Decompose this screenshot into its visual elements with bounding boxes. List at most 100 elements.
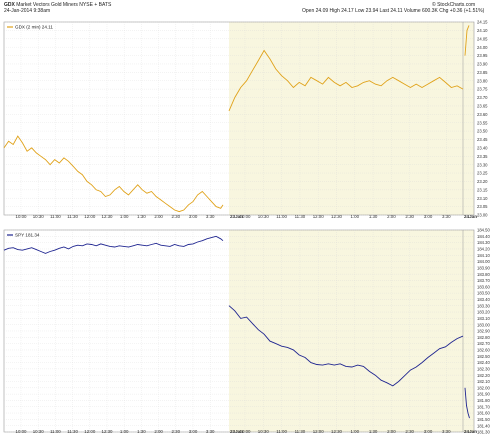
y-tick-label: 24.10: [477, 28, 488, 33]
x-tick-label: 12:00: [313, 429, 325, 434]
y-tick-label: 23.20: [477, 179, 488, 184]
y-tick-label: 23.65: [477, 104, 488, 109]
y-tick-label: 23.95: [477, 53, 488, 58]
y-tick-label: 23.80: [477, 78, 488, 83]
brand-credit: © StockCharts.com: [432, 2, 476, 8]
legend-label: GDX (2 min) 24.11: [15, 25, 53, 30]
x-tick-label: 1:00: [351, 429, 360, 434]
y-tick-label: 182.50: [477, 354, 490, 359]
x-tick-label: 1:00: [120, 429, 129, 434]
x-tick-label: 1:30: [137, 429, 146, 434]
date-label: 24Jan: [464, 429, 477, 434]
price-line-next-day: [464, 387, 470, 419]
y-tick-label: 184.50: [477, 228, 490, 233]
x-tick-label: 10:30: [33, 429, 45, 434]
x-tick-label: 12:30: [331, 429, 343, 434]
y-tick-label: 182.40: [477, 360, 490, 365]
y-tick-label: 182.90: [477, 329, 490, 334]
x-tick-label: 2:00: [154, 429, 163, 434]
x-tick-label: 11:00: [50, 429, 61, 434]
x-tick-label: 11:00: [276, 429, 287, 434]
ohlc-summary: Open 24.09 High 24.17 Low 23.94 Last 24.…: [302, 8, 485, 14]
y-tick-label: 183.10: [477, 316, 490, 321]
y-tick-label: 184.40: [477, 234, 490, 239]
day2-shade: [229, 230, 474, 432]
x-tick-label: 10:00: [240, 429, 252, 434]
x-tick-label: 1:30: [137, 214, 146, 219]
y-tick-label: 23.25: [477, 171, 488, 176]
x-tick-label: 3:30: [206, 214, 215, 219]
x-tick-label: 1:30: [369, 429, 378, 434]
price-line: [228, 305, 464, 387]
y-tick-label: 183.80: [477, 272, 490, 277]
x-tick-label: 12:30: [331, 214, 343, 219]
y-tick-label: 23.10: [477, 196, 488, 201]
y-tick-label: 184.10: [477, 253, 490, 258]
x-tick-label: 3:00: [424, 214, 433, 219]
y-tick-label: 182.30: [477, 366, 490, 371]
y-tick-label: 183.70: [477, 278, 490, 283]
y-tick-label: 24.15: [477, 20, 488, 25]
y-tick-label: 182.60: [477, 348, 490, 353]
y-tick-label: 182.70: [477, 341, 490, 346]
y-tick-label: 24.05: [477, 36, 488, 41]
y-tick-label: 183.40: [477, 297, 490, 302]
x-tick-label: 10:00: [16, 214, 28, 219]
y-tick-label: 183.30: [477, 303, 490, 308]
x-tick-label: 2:30: [405, 429, 414, 434]
x-tick-label: 11:30: [295, 214, 306, 219]
y-tick-label: 184.00: [477, 259, 490, 264]
x-tick-label: 10:30: [33, 214, 45, 219]
x-tick-label: 3:00: [189, 214, 198, 219]
x-tick-label: 11:30: [295, 429, 306, 434]
x-tick-label: 12:00: [313, 214, 325, 219]
x-tick-label: 2:00: [154, 214, 163, 219]
x-tick-label: 11:30: [67, 429, 78, 434]
price-line: [3, 235, 224, 254]
y-tick-label: 181.60: [477, 411, 490, 416]
x-tick-label: 12:00: [84, 429, 96, 434]
x-tick-label: 2:30: [405, 214, 414, 219]
x-tick-label: 3:00: [424, 429, 433, 434]
x-tick-label: 3:00: [189, 429, 198, 434]
x-tick-label: 10:30: [258, 214, 270, 219]
y-tick-label: 181.90: [477, 392, 490, 397]
y-tick-label: 23.50: [477, 129, 488, 134]
security-name: Market Vectors Gold Miners NYSE + BATS: [16, 2, 112, 8]
date-label: 24Jan: [464, 214, 477, 219]
y-tick-label: 181.30: [477, 430, 490, 435]
y-tick-label: 181.40: [477, 423, 490, 428]
x-tick-label: 10:30: [258, 429, 270, 434]
x-tick-label: 3:30: [442, 429, 451, 434]
x-tick-label: 2:30: [172, 429, 181, 434]
x-tick-label: 11:00: [276, 214, 287, 219]
x-tick-label: 11:00: [50, 214, 61, 219]
y-tick-label: 182.00: [477, 385, 490, 390]
y-tick-label: 23.85: [477, 70, 488, 75]
legend-label: SPY 181.34: [15, 233, 40, 238]
y-tick-label: 23.15: [477, 187, 488, 192]
y-tick-label: 183.90: [477, 265, 490, 270]
y-tick-label: 23.40: [477, 145, 488, 150]
price-line: [3, 135, 224, 213]
day2-shade: [229, 22, 474, 215]
y-tick-label: 23.00: [477, 213, 488, 218]
y-tick-label: 183.60: [477, 284, 490, 289]
y-tick-label: 23.05: [477, 204, 488, 209]
y-tick-label: 181.70: [477, 404, 490, 409]
symbol: GDX: [4, 2, 15, 8]
x-tick-label: 1:00: [120, 214, 129, 219]
x-tick-label: 1:00: [351, 214, 360, 219]
y-tick-label: 23.60: [477, 112, 488, 117]
x-tick-label: 12:00: [84, 214, 96, 219]
x-tick-label: 12:30: [102, 429, 114, 434]
x-tick-label: 2:00: [387, 429, 396, 434]
y-tick-label: 182.80: [477, 335, 490, 340]
y-tick-label: 183.00: [477, 322, 490, 327]
date-label: 23Jan: [230, 214, 243, 219]
date-line: 24-Jan-2014 9:38am: [4, 8, 51, 14]
y-tick-label: 182.20: [477, 373, 490, 378]
y-tick-label: 23.70: [477, 95, 488, 100]
y-tick-label: 183.50: [477, 291, 490, 296]
